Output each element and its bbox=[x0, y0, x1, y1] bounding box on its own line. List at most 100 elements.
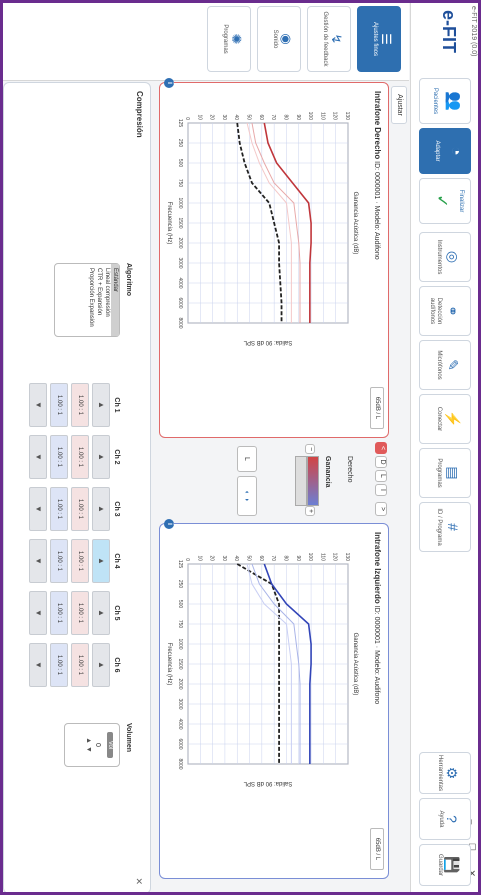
chart-title: Ganancia Acústica (dB) bbox=[352, 633, 358, 696]
hearing-aid-icon: ◔ bbox=[447, 146, 464, 156]
series-line-1 bbox=[251, 563, 301, 764]
lp-ajustes-finos[interactable]: ☰ Ajustes finos bbox=[357, 6, 401, 72]
channel-down-button[interactable]: ▼ bbox=[29, 383, 47, 427]
nav-id-programa[interactable]: # ID / Programa bbox=[419, 502, 471, 552]
nav-label: ID / Programa bbox=[436, 508, 442, 546]
nav-label: Programas bbox=[436, 458, 442, 488]
channel-ratio-left: 1.00 : 1 bbox=[50, 435, 68, 479]
x-axis-label: Frecuencia (Hz) bbox=[166, 643, 172, 686]
channel-down-button[interactable]: ▼ bbox=[29, 643, 47, 687]
channel-column: Ch 5 ▲ 1.00 : 1 1.00 : 1 ▼ bbox=[26, 591, 120, 635]
y-tick-label: 0 bbox=[184, 117, 190, 120]
algorithm-list[interactable]: Estándar Lineal compresión CTR + Expansi… bbox=[54, 263, 120, 337]
finalize-label: Finalizar bbox=[458, 189, 464, 213]
lp-programas[interactable]: ✺ Programas bbox=[207, 6, 251, 72]
sliders-icon: ☰ bbox=[379, 33, 394, 45]
gain-slider-blue[interactable] bbox=[295, 456, 307, 506]
volume-arrows[interactable]: ▲ ▼ bbox=[85, 737, 92, 753]
y-tick-label: 90 bbox=[295, 555, 301, 561]
y-tick-label: 30 bbox=[221, 555, 227, 561]
gain-decrease[interactable]: − bbox=[305, 444, 315, 454]
nav-microfonos[interactable]: ✎ Micrófonos bbox=[419, 340, 471, 390]
x-tick-label: 3000 bbox=[177, 257, 183, 268]
people-icon: 👥 bbox=[445, 91, 462, 111]
save-icon: 💾 bbox=[444, 856, 460, 874]
x-tick-label: 6000 bbox=[177, 297, 183, 308]
info-icon[interactable]: i bbox=[164, 519, 174, 529]
y-tick-label: 100 bbox=[307, 553, 313, 562]
channel-down-button[interactable]: ▼ bbox=[29, 539, 47, 583]
channel-up-button[interactable]: ▲ bbox=[92, 643, 110, 687]
y-tick-label: 80 bbox=[282, 114, 288, 120]
save-label: Guardar bbox=[437, 853, 443, 876]
x-tick-label: 250 bbox=[177, 139, 183, 148]
nav-deteccion[interactable]: ⚭ Detección audífonos bbox=[419, 286, 471, 336]
algorithm-option[interactable]: Proporción Expansión bbox=[88, 268, 94, 327]
y-tick-label: 70 bbox=[270, 555, 276, 561]
tone-d-button[interactable]: D bbox=[375, 456, 387, 468]
close-icon[interactable]: ✕ bbox=[134, 877, 144, 885]
help-button[interactable]: ? Ayuda bbox=[419, 798, 471, 840]
x-tick-label: 6000 bbox=[177, 738, 183, 749]
volume-value: 0 bbox=[94, 743, 101, 747]
link-button[interactable]: L bbox=[237, 446, 257, 472]
channel-ratio-right: 1.00 : 1 bbox=[71, 435, 89, 479]
channel-up-button[interactable]: ▲ bbox=[92, 591, 110, 635]
x-tick-label: 4000 bbox=[177, 718, 183, 729]
lp-sonido[interactable]: ◉ Sonido bbox=[257, 6, 301, 72]
algorithm-option[interactable]: Lineal compresión bbox=[104, 268, 110, 317]
ear-toggle-icon[interactable]: ◐ ◑ bbox=[237, 476, 257, 516]
series-line-0 bbox=[236, 563, 280, 764]
x-tick-label: 750 bbox=[177, 620, 183, 629]
right-gain-chart: 1252505007501000150020003000400060008000… bbox=[166, 112, 358, 345]
channel-up-button[interactable]: ▲ bbox=[92, 487, 110, 531]
tone-i-button[interactable]: I bbox=[375, 484, 387, 496]
channel-up-button[interactable]: ▲ bbox=[92, 539, 110, 583]
nav-programas[interactable]: ▤ Programas bbox=[419, 448, 471, 498]
tools-icon: ⚙ bbox=[444, 766, 460, 780]
gear-icon: ✺ bbox=[229, 33, 244, 45]
patients-button[interactable]: 👥 Pacientes bbox=[419, 78, 471, 124]
channel-ratio-left: 1.00 : 1 bbox=[50, 643, 68, 687]
x-tick-label: 1000 bbox=[177, 638, 183, 649]
channel-up-button[interactable]: ▲ bbox=[92, 383, 110, 427]
algorithm-title: Algoritmo bbox=[125, 263, 132, 297]
tools-label: Herramientas bbox=[437, 754, 443, 791]
nav-instrumentos[interactable]: ◎ Instrumentos bbox=[419, 232, 471, 282]
gain-slider-red[interactable] bbox=[307, 456, 319, 506]
y-tick-label: 50 bbox=[246, 114, 252, 120]
algorithm-option[interactable]: CTR + Expansión bbox=[96, 268, 102, 316]
tone-l-button[interactable]: L bbox=[375, 470, 387, 482]
channel-down-button[interactable]: ▼ bbox=[29, 435, 47, 479]
y-tick-label: 90 bbox=[295, 114, 301, 120]
channel-column: Ch 6 ▲ 1.00 : 1 1.00 : 1 ▼ bbox=[26, 643, 120, 687]
channel-ratio-right: 1.00 : 1 bbox=[71, 643, 89, 687]
center-controls: < D L I > Derecho Ganancia − + L ◐ ◑ bbox=[159, 440, 389, 521]
finalize-button[interactable]: Finalizar ✓ bbox=[419, 178, 471, 224]
y-tick-label: 100 bbox=[307, 112, 313, 121]
channel-ratio-left: 1.00 : 1 bbox=[50, 487, 68, 531]
next-button[interactable]: > bbox=[375, 502, 387, 516]
tools-button[interactable]: ⚙ Herramientas bbox=[419, 752, 471, 794]
algorithm-option[interactable]: Estándar bbox=[111, 264, 119, 336]
y-tick-label: 70 bbox=[270, 114, 276, 120]
channel-down-button[interactable]: ▼ bbox=[29, 487, 47, 531]
top-bar: e-FIT 2019 (0.0) – ☐ ✕ e-FIT 👥 Pacientes… bbox=[410, 0, 481, 895]
gain-increase[interactable]: + bbox=[305, 506, 315, 516]
x-tick-label: 8000 bbox=[177, 758, 183, 769]
adapt-button[interactable]: ◔ Adaptar bbox=[419, 128, 471, 174]
save-button[interactable]: 💾 Guardar bbox=[419, 844, 471, 886]
channel-column: Ch 1 ▲ 1.00 : 1 1.00 : 1 ▼ bbox=[26, 383, 120, 427]
patients-label: Pacientes bbox=[432, 87, 438, 115]
lp-feedback[interactable]: ↯ Gestión de feedback bbox=[307, 6, 351, 72]
channel-down-button[interactable]: ▼ bbox=[29, 591, 47, 635]
left-ear-panel: Intrafone Izquierdo ID: 0000001 · Modelo… bbox=[159, 519, 389, 879]
channel-up-button[interactable]: ▲ bbox=[92, 435, 110, 479]
x-tick-label: 3000 bbox=[177, 698, 183, 709]
tab-ajustar[interactable]: Ajustar bbox=[391, 86, 407, 124]
info-icon[interactable]: i bbox=[164, 78, 174, 88]
prev-button[interactable]: < bbox=[375, 442, 387, 454]
nav-conectar[interactable]: ⚡ Conectar bbox=[419, 394, 471, 444]
y-tick-label: 40 bbox=[233, 114, 239, 120]
